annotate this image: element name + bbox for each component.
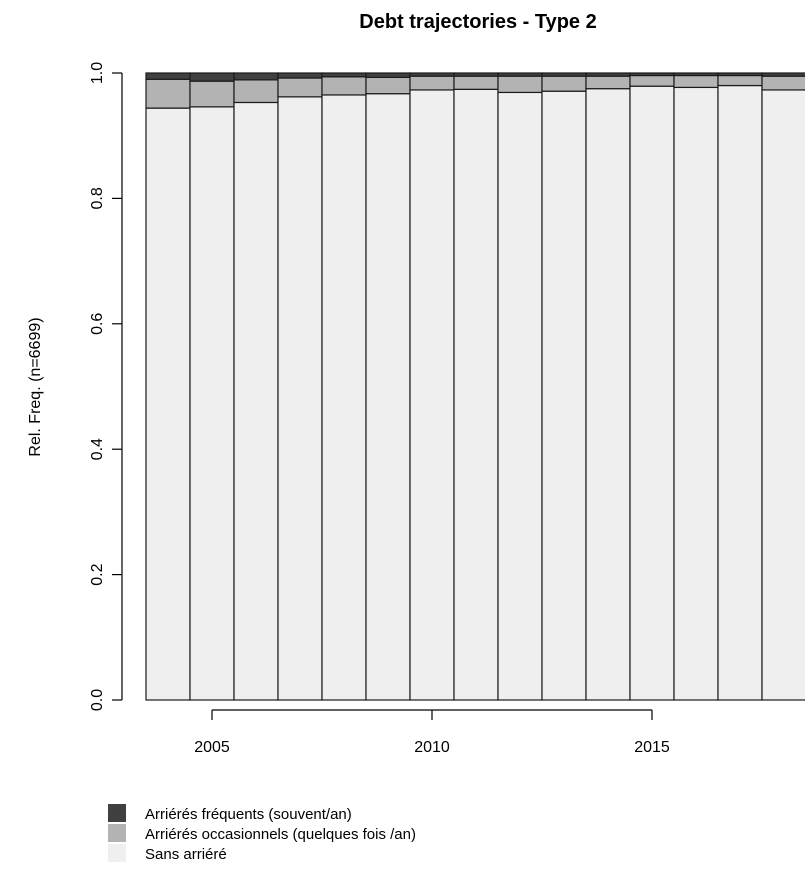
bar-segment-arrieres-occasionnels [277, 77, 323, 98]
y-axis: 0.0 0.2 0.4 0.6 0.8 1.0 [89, 62, 123, 711]
x-tick-label: 2010 [414, 739, 450, 756]
bar-segment-arrieres-occasionnels [541, 75, 587, 92]
bar-segment-sans-arriere [761, 89, 805, 701]
chart-title: Debt trajectories - Type 2 [359, 11, 596, 33]
bar-segment-arrieres-frequents [541, 72, 587, 77]
legend-swatch [108, 804, 126, 822]
bars-layer [145, 72, 805, 701]
bar-segment-arrieres-occasionnels [365, 76, 411, 95]
legend: Arriérés fréquents (souvent/an) Arriérés … [108, 804, 416, 863]
bar-segment-arrieres-occasionnels [409, 75, 455, 91]
x-tick-label: 2005 [194, 739, 230, 756]
bar-segment-arrieres-frequents [629, 72, 675, 77]
bar-segment-arrieres-occasionnels [673, 74, 719, 89]
bar-segment-sans-arriere [541, 90, 587, 701]
x-tick-label: 2015 [634, 739, 670, 756]
bar-segment-sans-arriere [497, 91, 543, 701]
bar-segment-arrieres-frequents [145, 72, 191, 80]
bar-segment-sans-arriere [629, 85, 675, 701]
bar-segment-arrieres-occasionnels [453, 75, 499, 90]
bar-segment-arrieres-occasionnels [585, 75, 631, 90]
bar-segment-arrieres-frequents [409, 72, 455, 77]
bar-segment-arrieres-frequents [233, 72, 279, 81]
y-tick-label: 0.2 [89, 563, 106, 585]
bar-segment-arrieres-frequents [497, 72, 543, 77]
bar-segment-sans-arriere [145, 107, 191, 701]
bar-segment-arrieres-frequents [717, 72, 763, 77]
bar-segment-sans-arriere [321, 94, 367, 701]
bar-segment-arrieres-frequents [189, 72, 235, 82]
bar-segment-sans-arriere [365, 93, 411, 701]
legend-label: Arriérés occasionnels (quelques fois /an… [145, 826, 416, 843]
bar-segment-sans-arriere [233, 101, 279, 701]
legend-label: Arriérés fréquents (souvent/an) [145, 806, 352, 823]
bar-segment-arrieres-frequents [585, 72, 631, 77]
bar-segment-arrieres-occasionnels [717, 74, 763, 87]
bar-segment-arrieres-frequents [761, 72, 805, 77]
y-tick-label: 0.6 [89, 313, 106, 335]
bar-segment-sans-arriere [453, 88, 499, 701]
bar-segment-arrieres-occasionnels [497, 75, 543, 94]
bar-segment-arrieres-occasionnels [233, 79, 279, 104]
bar-segment-sans-arriere [277, 96, 323, 701]
legend-swatch [108, 844, 126, 862]
bar-segment-arrieres-frequents [365, 72, 411, 78]
bar-segment-arrieres-occasionnels [321, 76, 367, 96]
bar-segment-arrieres-frequents [453, 72, 499, 77]
bar-segment-arrieres-frequents [277, 72, 323, 79]
legend-swatch [108, 824, 126, 842]
bar-segment-arrieres-frequents [673, 72, 719, 77]
bar-segment-arrieres-occasionnels [145, 78, 191, 109]
bar-segment-arrieres-occasionnels [189, 80, 235, 108]
bar-segment-sans-arriere [585, 88, 631, 701]
y-axis-label: Rel. Freq. (n=6699) [27, 317, 44, 456]
bar-segment-sans-arriere [717, 84, 763, 701]
y-tick-label: 0.8 [89, 187, 106, 209]
y-tick-label: 1.0 [89, 62, 106, 84]
bar-segment-arrieres-frequents [321, 72, 367, 78]
y-tick-label: 0.4 [89, 438, 106, 460]
bar-segment-sans-arriere [189, 106, 235, 701]
x-axis: 2005 2010 2015 [194, 709, 670, 756]
bar-segment-sans-arriere [409, 89, 455, 701]
bar-segment-arrieres-occasionnels [629, 74, 675, 87]
bar-segment-arrieres-occasionnels [761, 75, 805, 91]
y-tick-label: 0.0 [89, 689, 106, 711]
bar-segment-sans-arriere [673, 86, 719, 701]
legend-label: Sans arriéré [145, 846, 227, 863]
